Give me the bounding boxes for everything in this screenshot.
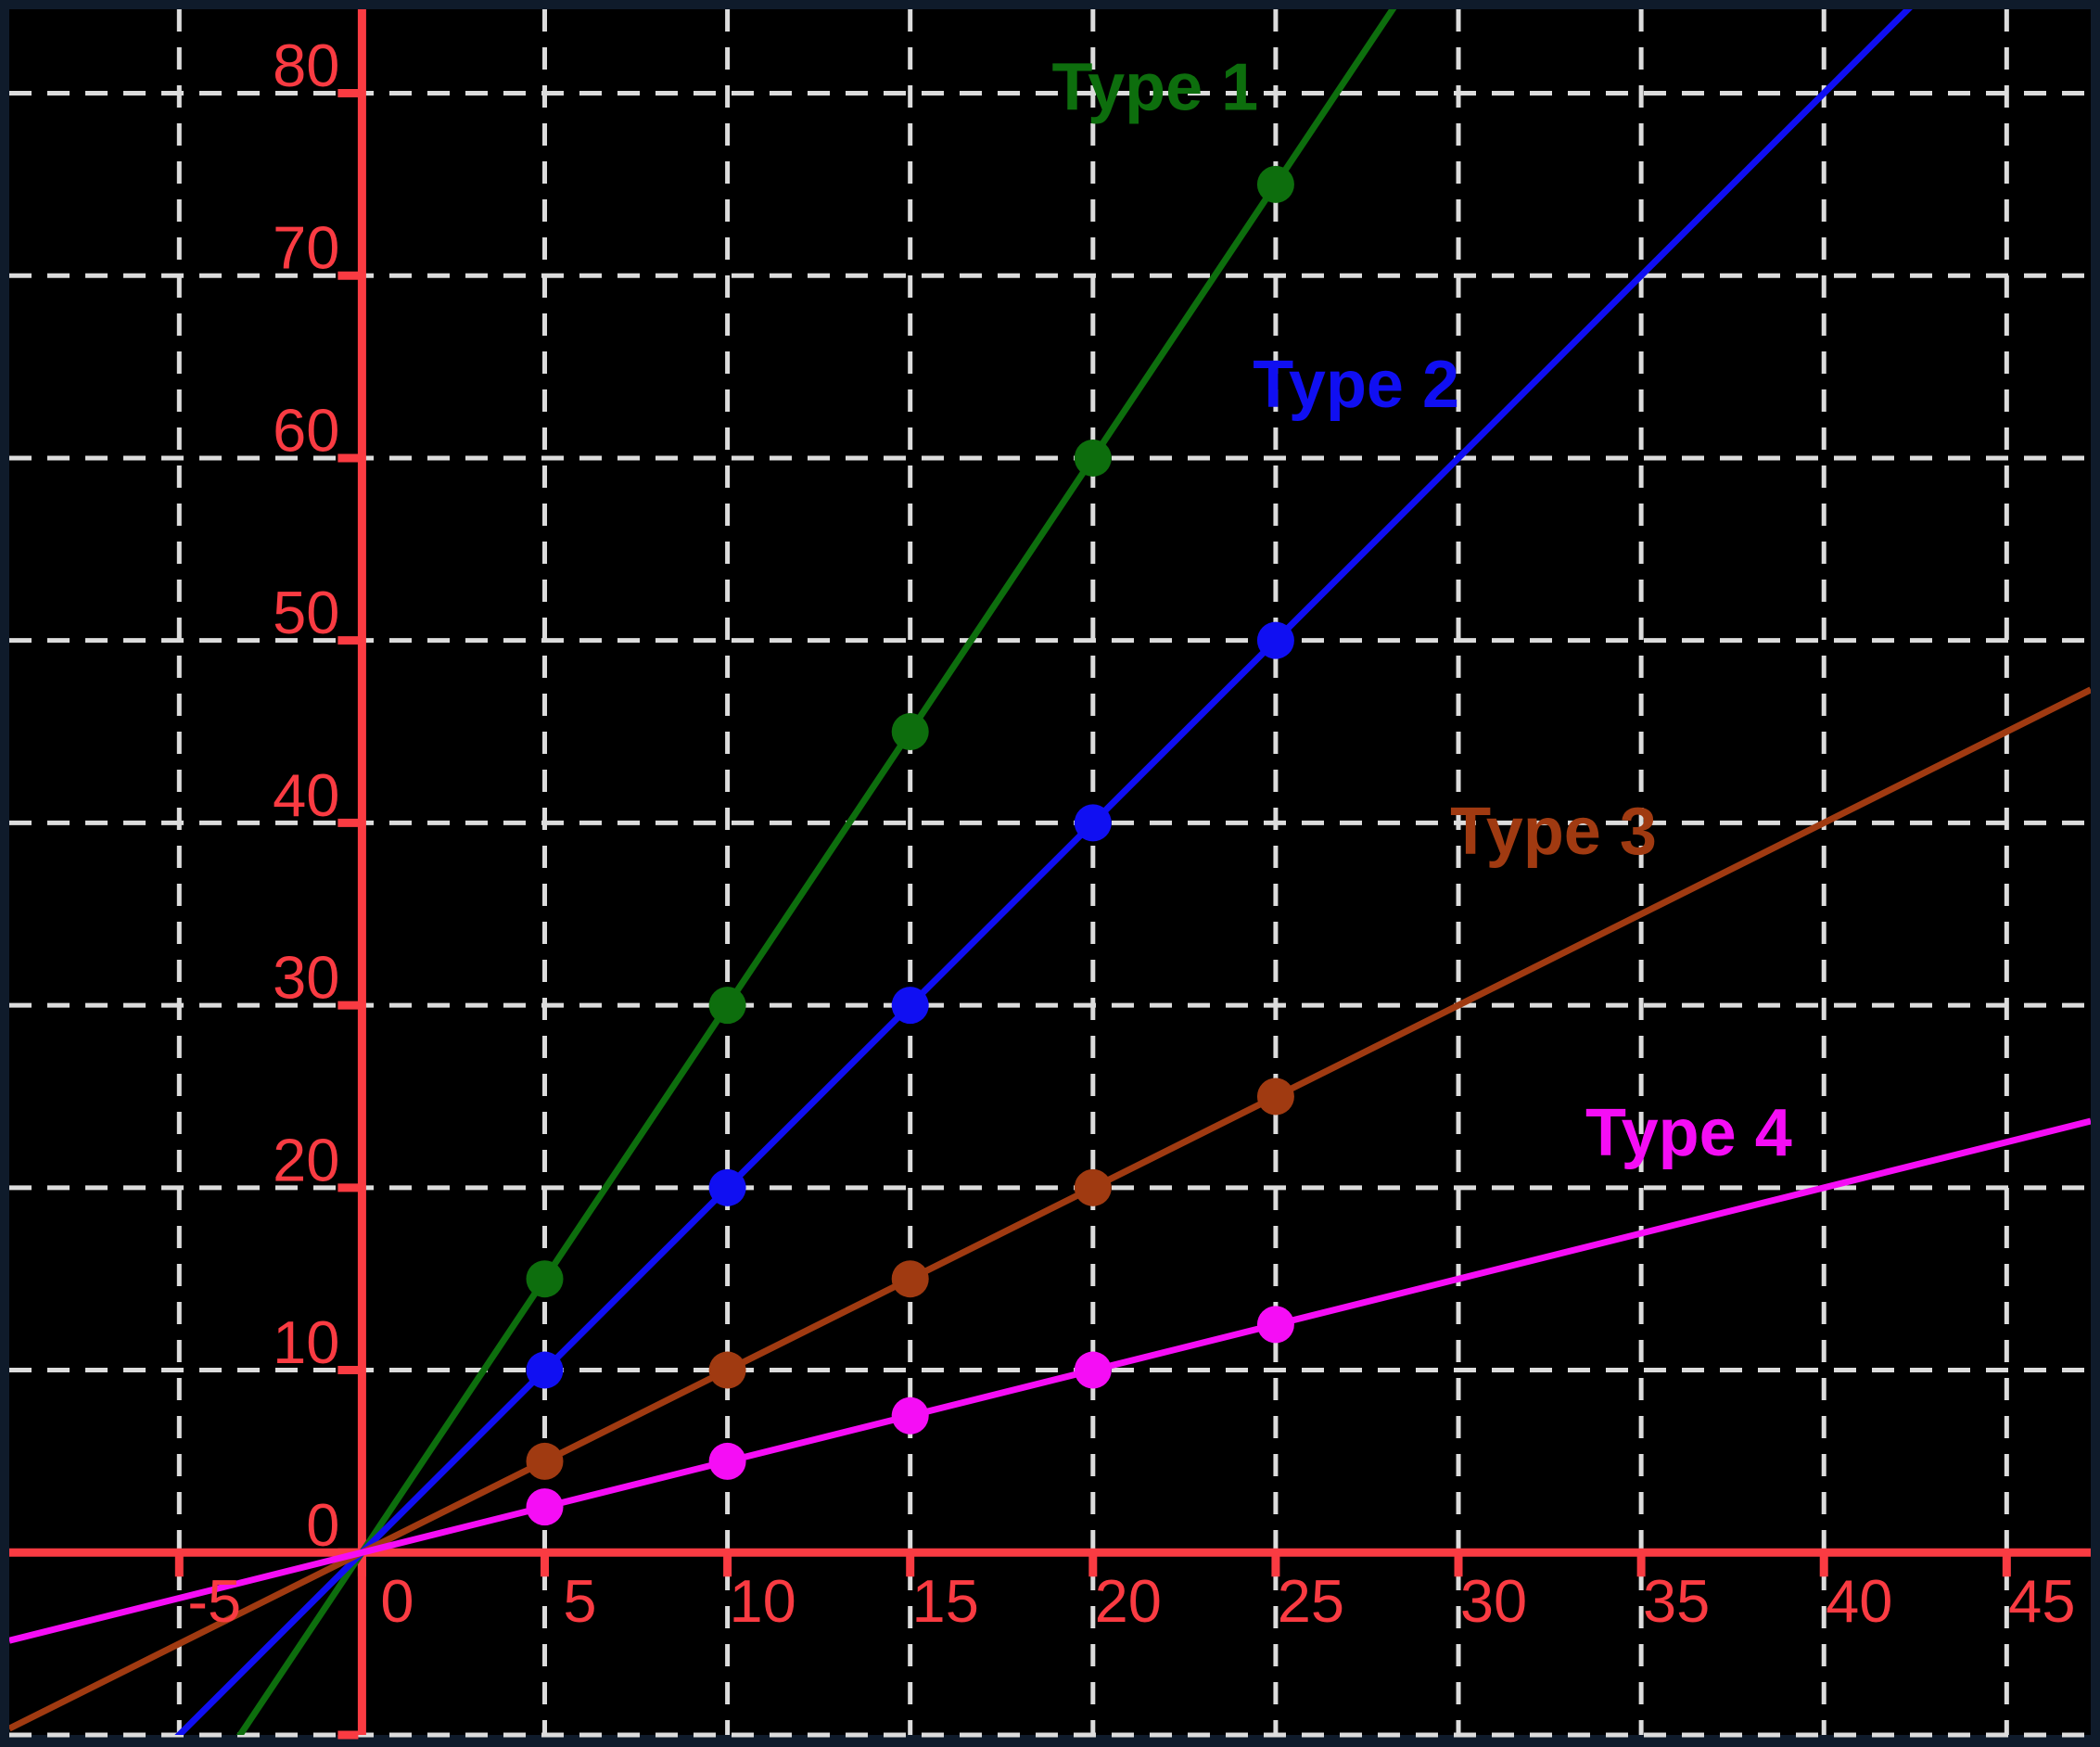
data-series xyxy=(9,9,2091,1735)
y-tick-label-30: 30 xyxy=(273,944,339,1012)
series-label-type-2: Type 2 xyxy=(1253,348,1459,422)
x-tick-label-20: 20 xyxy=(1095,1567,1162,1635)
x-tick-label-45: 45 xyxy=(2008,1567,2075,1635)
data-point-type-2-x5 xyxy=(526,1351,564,1389)
x-tick-label-5: 5 xyxy=(563,1567,596,1635)
tick-labels: -5 0 5 10 15 20 25 30 35 40 45 0 10 20 30 40 50 60 70 80 xyxy=(187,32,2075,1635)
x-tick-label-0: 0 xyxy=(380,1567,414,1635)
series-label-type-3: Type 3 xyxy=(1450,795,1657,869)
data-point-type-1-x5 xyxy=(526,1260,564,1298)
series-line-type-4 xyxy=(9,1117,2091,1644)
data-point-type-1-x15 xyxy=(891,713,929,751)
data-point-type-3-x5 xyxy=(526,1442,564,1480)
data-point-type-3-x10 xyxy=(708,1351,746,1389)
x-tick-label-40: 40 xyxy=(1826,1567,1892,1635)
data-point-type-1-x20 xyxy=(1074,439,1112,477)
data-point-type-3-x25 xyxy=(1256,1078,1294,1116)
data-point-type-3-x20 xyxy=(1074,1168,1112,1206)
data-point-type-2-x25 xyxy=(1256,621,1294,659)
data-point-type-1-x25 xyxy=(1256,165,1294,203)
y-tick-label-80: 80 xyxy=(273,32,339,99)
data-point-type-4-x25 xyxy=(1256,1306,1294,1344)
y-tick-label-0: 0 xyxy=(306,1491,339,1559)
data-point-type-4-x20 xyxy=(1074,1351,1112,1389)
data-point-type-4-x5 xyxy=(526,1488,564,1526)
x-tick-label-35: 35 xyxy=(1643,1567,1710,1635)
data-point-type-4-x10 xyxy=(708,1442,746,1480)
y-tick-label-50: 50 xyxy=(273,579,339,646)
y-tick-label-10: 10 xyxy=(273,1308,339,1376)
y-tick-label-20: 20 xyxy=(273,1126,339,1193)
data-point-type-2-x15 xyxy=(891,987,929,1025)
data-point-type-2-x20 xyxy=(1074,804,1112,842)
y-tick-label-40: 40 xyxy=(273,761,339,829)
series-label-type-1: Type 1 xyxy=(1051,51,1258,125)
x-tick-label--5: -5 xyxy=(187,1567,241,1635)
x-tick-label-15: 15 xyxy=(912,1567,979,1635)
x-tick-label-10: 10 xyxy=(729,1567,795,1635)
y-tick-label-70: 70 xyxy=(273,214,339,282)
data-markers xyxy=(526,165,1294,1526)
data-point-type-1-x10 xyxy=(708,987,746,1025)
data-point-type-2-x10 xyxy=(708,1168,746,1206)
series-label-type-4: Type 4 xyxy=(1585,1096,1792,1170)
data-point-type-4-x15 xyxy=(891,1396,929,1435)
plot-area xyxy=(9,9,2091,1735)
series-labels: Type 1 Type 2 Type 3 Type 4 xyxy=(1051,51,1791,1170)
x-tick-label-30: 30 xyxy=(1460,1567,1527,1635)
data-point-type-3-x15 xyxy=(891,1260,929,1298)
x-tick-label-25: 25 xyxy=(1278,1567,1344,1635)
y-tick-label-60: 60 xyxy=(273,396,339,464)
